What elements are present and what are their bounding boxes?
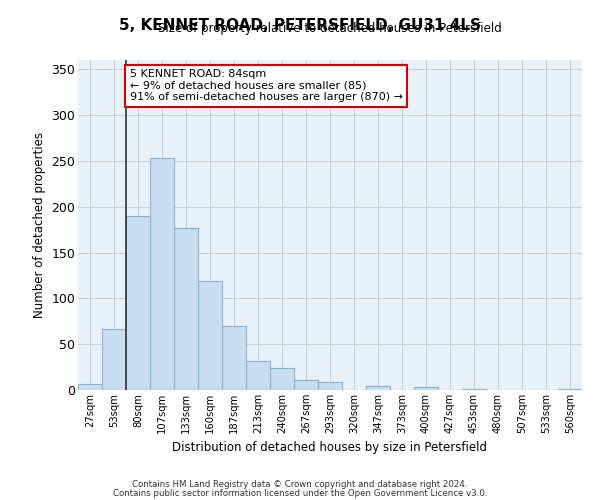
Y-axis label: Number of detached properties: Number of detached properties	[33, 132, 46, 318]
Bar	[150, 158, 174, 390]
X-axis label: Distribution of detached houses by size in Petersfield: Distribution of detached houses by size …	[173, 442, 487, 454]
Bar	[366, 386, 390, 390]
Bar	[246, 360, 270, 390]
Text: 5 KENNET ROAD: 84sqm
← 9% of detached houses are smaller (85)
91% of semi-detach: 5 KENNET ROAD: 84sqm ← 9% of detached ho…	[130, 69, 403, 102]
Bar	[78, 384, 102, 390]
Text: 5, KENNET ROAD, PETERSFIELD, GU31 4LS: 5, KENNET ROAD, PETERSFIELD, GU31 4LS	[119, 18, 481, 32]
Title: Size of property relative to detached houses in Petersfield: Size of property relative to detached ho…	[158, 22, 502, 35]
Text: Contains HM Land Registry data © Crown copyright and database right 2024.: Contains HM Land Registry data © Crown c…	[132, 480, 468, 489]
Bar	[126, 216, 150, 390]
Bar	[462, 389, 486, 390]
Bar	[174, 228, 198, 390]
Bar	[294, 380, 318, 390]
Text: Contains public sector information licensed under the Open Government Licence v3: Contains public sector information licen…	[113, 488, 487, 498]
Bar	[102, 328, 126, 390]
Bar	[318, 382, 342, 390]
Bar	[198, 281, 222, 390]
Bar	[270, 368, 294, 390]
Bar	[558, 389, 582, 390]
Bar	[414, 387, 438, 390]
Bar	[222, 326, 246, 390]
